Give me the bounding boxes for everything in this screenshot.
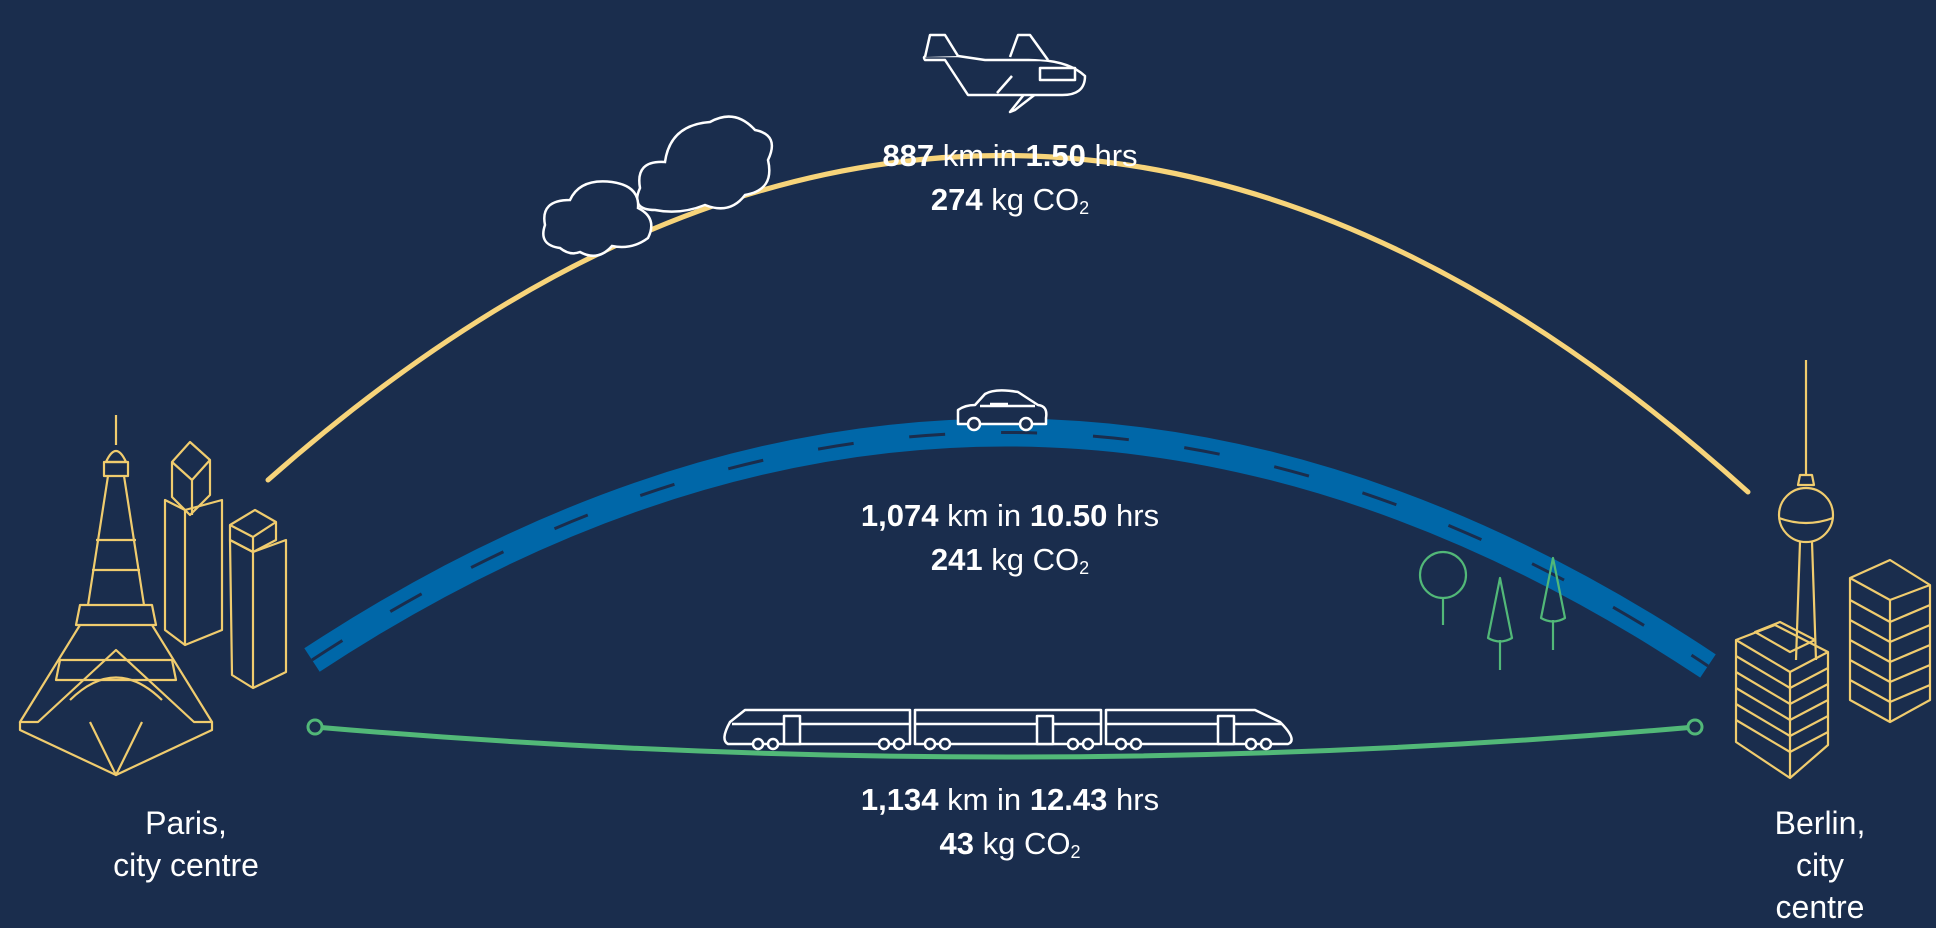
- rail-start-dot: [306, 718, 324, 736]
- train-time: 12.43: [1029, 782, 1108, 817]
- car-co2-value: 241: [930, 542, 983, 577]
- plane-time: 1.50: [1025, 138, 1086, 173]
- car-route-label: 1,074 km in 10.50 hrs 241 kg CO2: [861, 494, 1159, 590]
- car-distance-time: 1,074 km in 10.50 hrs: [861, 494, 1159, 538]
- plane-co2-subscript: 2: [1079, 198, 1090, 218]
- car-distance: 1,074: [860, 498, 939, 533]
- origin-city-area: city centre: [113, 847, 259, 883]
- train-distance-time: 1,134 km in 12.43 hrs: [861, 778, 1159, 822]
- train-distance: 1,134: [860, 782, 939, 817]
- train-icon: [723, 708, 1293, 751]
- train-co2-subscript: 2: [1070, 842, 1081, 862]
- tree-icon: [1539, 556, 1567, 650]
- origin-city-label: Paris, city centre: [113, 802, 259, 886]
- rail-line: [314, 724, 1696, 760]
- car-co2-subscript: 2: [1079, 558, 1090, 578]
- building-icon: [1848, 558, 1932, 724]
- train-route-label: 1,134 km in 12.43 hrs 43 kg CO2: [861, 778, 1159, 874]
- plane-distance-unit: km in: [942, 138, 1017, 173]
- car-co2-unit: kg CO: [991, 542, 1080, 577]
- train-co2: 43 kg CO2: [861, 822, 1159, 874]
- car-time: 10.50: [1029, 498, 1108, 533]
- plane-distance-time: 887 km in 1.50 hrs: [882, 134, 1137, 178]
- train-time-unit: hrs: [1116, 782, 1160, 817]
- plane-route-label: 887 km in 1.50 hrs 274 kg CO2: [882, 134, 1137, 230]
- rail-end-dot: [1686, 718, 1704, 736]
- plane-co2: 274 kg CO2: [882, 178, 1137, 230]
- cloud-icon: [635, 115, 774, 213]
- airplane-icon: [922, 33, 1087, 114]
- car-time-unit: hrs: [1116, 498, 1160, 533]
- train-co2-unit: kg CO: [982, 826, 1071, 861]
- building-icon: [163, 440, 224, 647]
- car-co2: 241 kg CO2: [861, 538, 1159, 590]
- destination-city-area: city centre: [1775, 847, 1865, 925]
- train-distance-unit: km in: [947, 782, 1022, 817]
- building-icon: [1734, 620, 1830, 780]
- destination-city-label: Berlin, city centre: [1762, 802, 1878, 928]
- eiffel-tower-icon: [18, 415, 214, 777]
- origin-city-name: Paris,: [145, 805, 227, 841]
- destination-city-name: Berlin,: [1774, 805, 1866, 841]
- tv-tower-icon: [1777, 360, 1835, 661]
- plane-co2-unit: kg CO: [991, 182, 1080, 217]
- plane-distance: 887: [882, 138, 935, 173]
- tree-icon: [1418, 550, 1468, 625]
- cloud-icon: [542, 180, 653, 258]
- train-co2-value: 43: [939, 826, 974, 861]
- car-icon: [956, 389, 1048, 432]
- building-icon: [228, 508, 288, 690]
- plane-co2-value: 274: [930, 182, 983, 217]
- flight-arc: [265, 153, 1751, 495]
- tree-icon: [1486, 576, 1514, 670]
- car-distance-unit: km in: [947, 498, 1022, 533]
- road-lane-dashes: [311, 431, 1709, 668]
- travel-comparison-diagram: [18, 33, 1932, 780]
- plane-time-unit: hrs: [1094, 138, 1138, 173]
